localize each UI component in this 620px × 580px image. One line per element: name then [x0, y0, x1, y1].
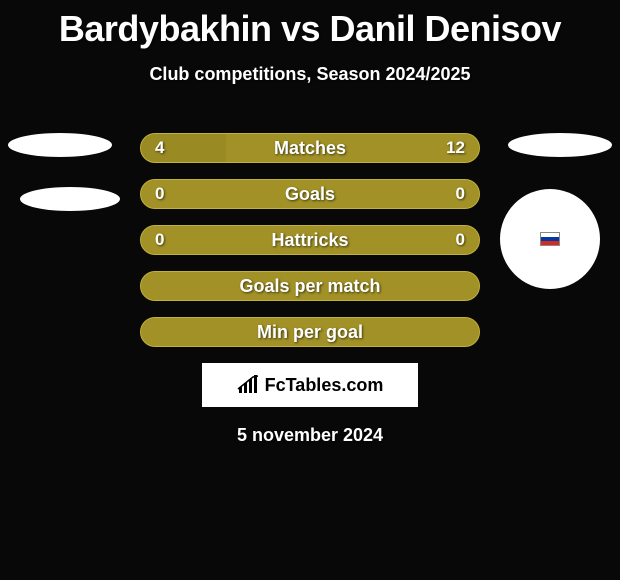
- stat-row-goals: Goals0 0: [140, 179, 480, 209]
- stat-value-left: 0: [155, 230, 164, 250]
- stat-row-min-per-goal: Min per goal: [140, 317, 480, 347]
- stat-row-hattricks: Hattricks0 0: [140, 225, 480, 255]
- stat-value-left: 0: [155, 184, 164, 204]
- stat-label: Goals: [141, 184, 479, 205]
- stat-value-right: 12: [446, 138, 465, 158]
- flag-icon: [540, 232, 560, 246]
- branding-box: FcTables.com: [202, 363, 418, 407]
- stat-value-right: 0: [456, 230, 465, 250]
- stat-label: Min per goal: [141, 322, 479, 343]
- chart-icon: [237, 375, 261, 395]
- player-right-avatar-circle: [500, 189, 600, 289]
- stat-label: Goals per match: [141, 276, 479, 297]
- footer-date: 5 november 2024: [0, 425, 620, 446]
- branding-text: FcTables.com: [265, 375, 384, 396]
- player-left-avatar-placeholder-2: [20, 187, 120, 211]
- stat-label: Matches: [141, 138, 479, 159]
- stat-label: Hattricks: [141, 230, 479, 251]
- stat-value-right: 0: [456, 184, 465, 204]
- stat-value-left: 4: [155, 138, 164, 158]
- stat-row-goals-per-match: Goals per match: [140, 271, 480, 301]
- page-title: Bardybakhin vs Danil Denisov: [0, 0, 620, 50]
- page-subtitle: Club competitions, Season 2024/2025: [0, 64, 620, 85]
- stats-container: Matches412Goals00Hattricks00Goals per ma…: [0, 133, 620, 347]
- stat-row-matches: Matches4 12: [140, 133, 480, 163]
- player-left-avatar-placeholder-1: [8, 133, 112, 157]
- player-right-avatar-placeholder-1: [508, 133, 612, 157]
